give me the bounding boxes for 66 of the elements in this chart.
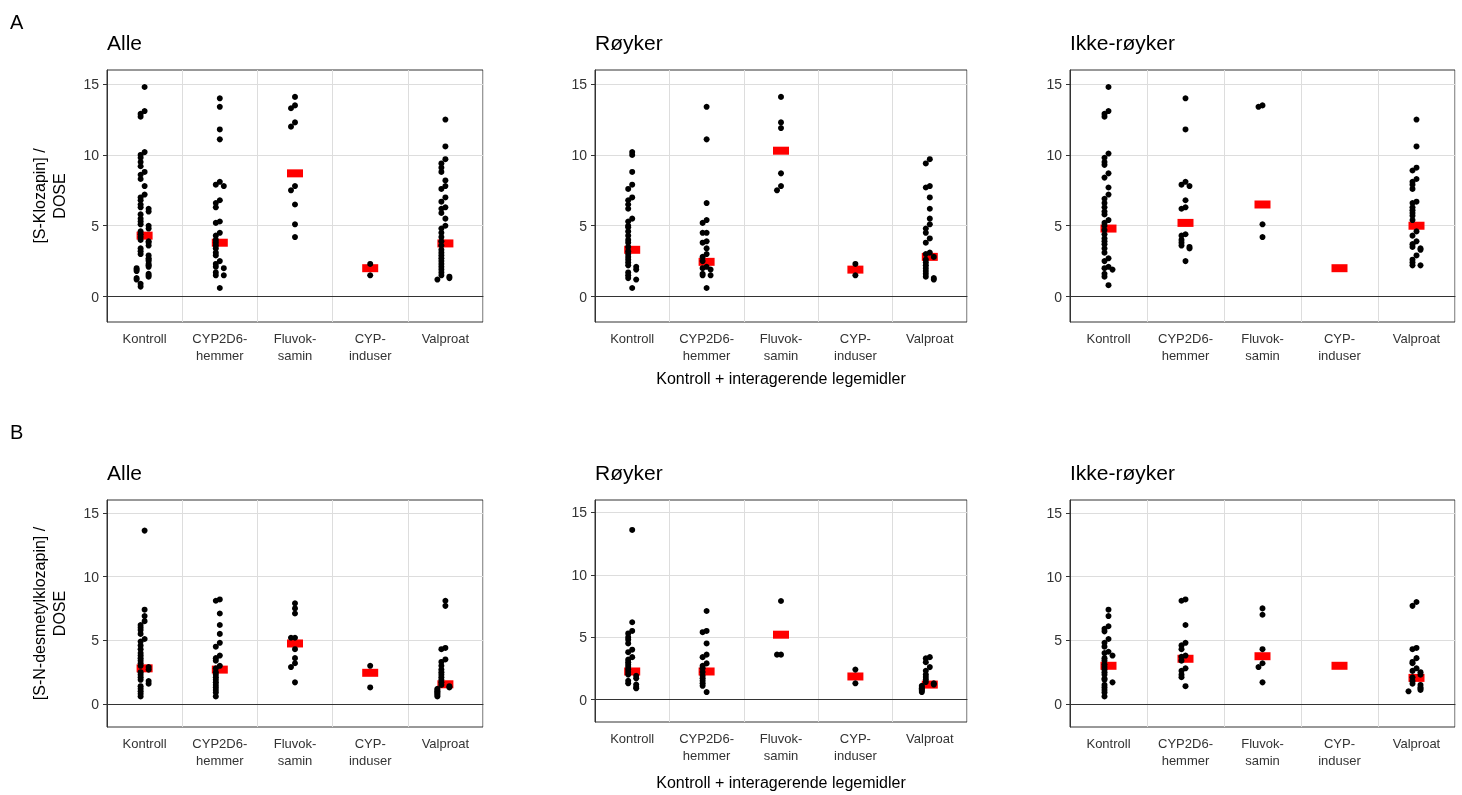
y-tick-label: 0 — [1054, 288, 1063, 305]
y-axis-title: [S-Klozapin] / DOSE — [30, 147, 68, 244]
x-tick-label: CYP-induser — [1318, 331, 1362, 363]
y-tick-label: 10 — [83, 146, 100, 163]
y-tick-label: 10 — [1046, 568, 1063, 585]
chart-title: Ikke-røyker — [1070, 461, 1176, 484]
x-tick-label: Kontroll — [122, 331, 167, 346]
y-tick-label: 15 — [571, 76, 588, 93]
y-tick-label: 15 — [83, 76, 100, 93]
x-tick-label: CYP-induser — [834, 331, 878, 363]
x-tick-label: CYP-induser — [348, 331, 393, 363]
y-tick-label: 15 — [1046, 504, 1063, 521]
x-tick-label: Fluvok-samin — [759, 731, 803, 763]
x-tick-label: Kontroll — [1086, 736, 1131, 751]
y-tick-label: 0 — [579, 691, 588, 708]
text: B — [10, 421, 24, 443]
y-tick-label: 10 — [571, 566, 588, 583]
y-tick-label: 0 — [1054, 696, 1063, 713]
y-axis-title: [S-N-desmetylklozapin] / DOSE — [30, 526, 68, 701]
y-tick-label: 10 — [83, 568, 100, 585]
x-axis-title: Kontroll + interagerende legemidler — [656, 369, 907, 387]
x-tick-label: CYP2D6-hemmer — [192, 331, 248, 363]
y-tick-label: 5 — [579, 629, 588, 646]
chart-title: Ikke-røyker — [1070, 31, 1176, 54]
chart-title: Røyker — [595, 31, 663, 54]
y-tick-label: 10 — [1046, 146, 1063, 163]
y-tick-label: 10 — [571, 146, 588, 163]
x-axis-title: Kontroll + interagerende legemidler — [656, 773, 907, 791]
x-tick-label: CYP-induser — [348, 736, 393, 768]
x-tick-label: Fluvok-samin — [273, 331, 317, 363]
x-tick-label: Valproat — [421, 331, 470, 346]
x-tick-label: Valproat — [906, 731, 954, 746]
x-tick-label: Kontroll — [1086, 331, 1131, 346]
text: A — [10, 11, 24, 33]
x-tick-label: CYP2D6-hemmer — [192, 736, 248, 768]
x-tick-label: CYP2D6-hemmer — [679, 731, 735, 763]
y-tick-label: 15 — [571, 504, 588, 521]
y-tick-label: 0 — [91, 696, 100, 713]
x-tick-label: Valproat — [1392, 331, 1441, 346]
x-tick-label: CYP2D6-hemmer — [1158, 736, 1213, 768]
x-tick-label: Fluvok-samin — [759, 331, 803, 363]
x-tick-label: Kontroll — [122, 736, 167, 751]
x-tick-label: CYP2D6-hemmer — [679, 331, 735, 363]
chart-title: Alle — [107, 461, 143, 484]
x-tick-label: Valproat — [906, 331, 954, 346]
y-tick-label: 5 — [1054, 632, 1063, 649]
y-tick-label: 15 — [1046, 76, 1063, 93]
y-tick-label: 5 — [91, 217, 100, 234]
x-tick-label: Kontroll — [610, 331, 655, 346]
y-tick-label: 15 — [83, 504, 100, 521]
x-tick-label: Valproat — [421, 736, 470, 751]
chart-title: Alle — [107, 31, 143, 54]
x-tick-label: Fluvok-samin — [1241, 736, 1284, 768]
x-tick-label: CYP-induser — [1318, 736, 1362, 768]
x-tick-label: Fluvok-samin — [273, 736, 317, 768]
y-tick-label: 5 — [91, 632, 100, 649]
x-tick-label: CYP-induser — [834, 731, 878, 763]
y-tick-label: 0 — [91, 288, 100, 305]
x-tick-label: Valproat — [1392, 736, 1441, 751]
y-tick-label: 0 — [579, 288, 588, 305]
x-tick-label: CYP2D6-hemmer — [1158, 331, 1213, 363]
chart-title: Røyker — [595, 461, 663, 484]
x-tick-label: Fluvok-samin — [1241, 331, 1284, 363]
y-tick-label: 5 — [579, 217, 588, 234]
x-tick-label: Kontroll — [610, 731, 655, 746]
y-tick-label: 5 — [1054, 217, 1063, 234]
